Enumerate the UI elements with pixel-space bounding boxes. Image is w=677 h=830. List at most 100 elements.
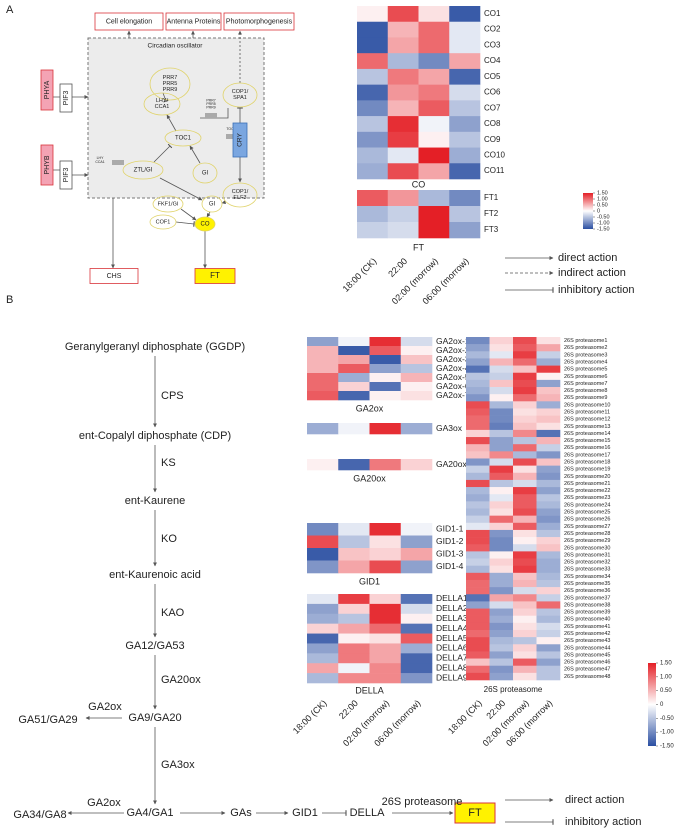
heatmap-cell — [418, 163, 450, 180]
row-label: 26S proteasome36 — [564, 588, 610, 594]
heatmap-cell — [369, 459, 402, 471]
heatmap-cell — [466, 501, 490, 509]
node-label: PIF3 — [63, 168, 70, 183]
gene-box — [112, 160, 124, 165]
heatmap-cell — [387, 222, 419, 239]
colorbar-tick-label: -0.50 — [597, 214, 610, 220]
heatmap-cell — [513, 429, 537, 438]
heatmap-cell — [369, 391, 402, 401]
heatmap-cell — [449, 84, 481, 101]
heatmap-cell — [513, 422, 537, 431]
signaling-node: FT — [468, 807, 482, 819]
heatmap-cell — [400, 364, 433, 374]
heatmap-cell — [387, 68, 419, 85]
row-label: GID1-1 — [436, 524, 464, 534]
heatmap-cell — [357, 147, 389, 164]
row-label: GA2ox-4 — [436, 363, 470, 373]
row-label: CO5 — [484, 72, 501, 81]
heatmap-cell — [536, 587, 561, 595]
heatmap-cell — [307, 382, 339, 392]
heatmap-cell — [369, 623, 402, 634]
heatmap-cell — [489, 629, 514, 638]
heatmap-title: DELLA — [355, 685, 384, 695]
heatmap-cell — [536, 437, 561, 445]
heatmap-cell — [489, 544, 514, 552]
row-label: FT3 — [484, 225, 499, 234]
node-ellipse — [164, 129, 202, 147]
heatmap-cell — [338, 663, 370, 674]
heatmap-cell — [489, 472, 514, 481]
heatmap-cell — [400, 459, 433, 471]
row-label: DELLA6 — [436, 643, 468, 653]
node-ellipse — [192, 162, 218, 184]
node-label: COP1/SPA1 — [232, 90, 249, 102]
node-label: COF1 — [156, 219, 171, 225]
row-label: 26S proteasome13 — [564, 424, 610, 430]
heatmap-cell — [513, 529, 537, 538]
heatmap-cell — [369, 560, 402, 574]
row-label: GA2ox-2 — [436, 345, 470, 355]
node-label-line: CCA1 — [155, 104, 170, 110]
row-label: FT1 — [484, 193, 499, 202]
heatmap-cell — [536, 551, 561, 559]
heatmap-cell — [400, 603, 433, 615]
legend-label: direct action — [565, 794, 624, 806]
row-label: DELLA5 — [436, 633, 468, 643]
heatmap-cell — [418, 147, 450, 164]
heatmap-cell — [357, 206, 389, 223]
heatmap-cell — [536, 479, 561, 488]
heatmap-cell — [466, 494, 490, 502]
heatmap-cell — [513, 579, 537, 588]
heatmap-cell — [489, 387, 514, 395]
heatmap-cell — [513, 672, 537, 681]
edge — [166, 114, 177, 132]
column-label: 18:00 (CK) — [291, 698, 329, 736]
heatmap-cell — [489, 358, 514, 366]
row-label: 26S proteasome23 — [564, 495, 610, 501]
heatmap-cell — [357, 100, 389, 117]
heatmap-cell — [369, 523, 402, 536]
colorbar-tick-label: 1.00 — [660, 674, 672, 680]
row-label: DELLA3 — [436, 613, 468, 623]
heatmap-cell — [466, 579, 490, 588]
heatmap-cell — [369, 663, 402, 674]
heatmap-cell — [387, 100, 419, 117]
heatmap-cell — [489, 422, 514, 431]
row-label: GA2ox-5 — [436, 372, 470, 382]
heatmap-cell — [307, 391, 339, 401]
node-label: Photomorphogenesis — [226, 18, 293, 25]
edge — [180, 208, 197, 221]
node-label: CHS — [107, 273, 122, 280]
heatmap-cell — [536, 672, 561, 681]
heatmap-cell — [338, 548, 370, 561]
row-label: 26S proteasome11 — [564, 409, 610, 415]
heatmap-cell — [466, 337, 490, 345]
heatmap-cell — [513, 387, 537, 395]
row-label: 26S proteasome34 — [564, 574, 610, 580]
heatmap-cell — [536, 508, 561, 516]
heatmap-cell — [369, 653, 402, 664]
heatmap-cell — [466, 644, 490, 652]
column-label: 18:00 (CK) — [341, 256, 379, 294]
colorbar-tick-label: -0.50 — [660, 716, 674, 722]
heatmap-cell — [466, 544, 490, 552]
heatmap-cell — [466, 601, 490, 609]
heatmap-cell — [369, 643, 402, 654]
node-box — [59, 160, 73, 190]
column-label: 18:00 (CK) — [446, 698, 484, 736]
heatmap-cell — [369, 613, 402, 624]
heatmap-cell — [307, 423, 339, 435]
heatmap-cell — [489, 429, 514, 438]
node-box — [194, 268, 236, 284]
heatmap-cell — [513, 651, 537, 659]
heatmap-cell — [338, 382, 370, 392]
heatmap-cell — [466, 408, 490, 416]
heatmap-cell — [513, 465, 537, 474]
row-label: 26S proteasome27 — [564, 524, 610, 530]
node-label-line: ELF3 — [233, 195, 246, 201]
heatmap-cell — [449, 190, 481, 207]
heatmap-cell — [369, 346, 402, 356]
heatmap-cell — [489, 565, 514, 574]
heatmap-cell — [449, 21, 481, 38]
heatmap-cell — [513, 344, 537, 352]
